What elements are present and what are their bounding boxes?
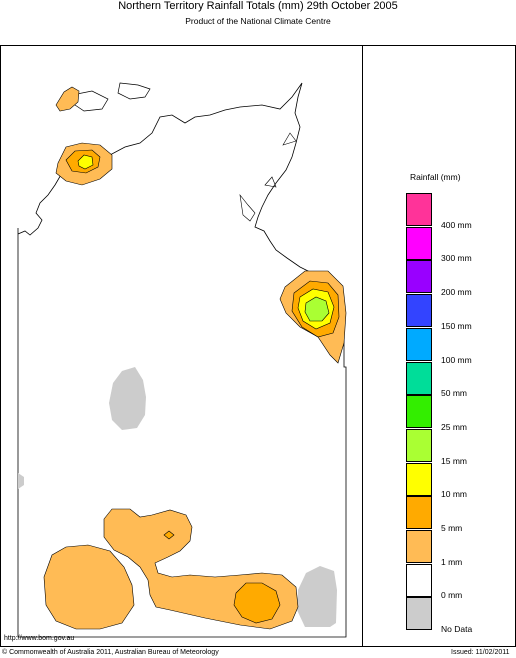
legend-title: Rainfall (mm) xyxy=(410,172,461,182)
rainfall-area-1mm xyxy=(43,544,135,630)
coastline-island xyxy=(117,82,151,100)
legend-label: 200 mm xyxy=(441,287,472,298)
legend-swatch xyxy=(406,226,432,260)
copyright-text: © Commonwealth of Australia 2011, Austra… xyxy=(2,649,219,656)
legend-swatch xyxy=(406,496,432,530)
legend-label: 15 mm xyxy=(441,455,467,466)
legend-swatch xyxy=(406,597,432,631)
issued-date: Issued: 11/02/2011 xyxy=(451,649,510,656)
legend-swatch xyxy=(406,395,432,429)
legend-label: 5 mm xyxy=(441,523,463,533)
legend-swatch xyxy=(406,428,432,462)
legend-swatch xyxy=(406,462,432,496)
no-data-area xyxy=(109,367,146,430)
legend-label: 25 mm xyxy=(441,421,467,432)
source-url[interactable]: http://www.bom.gov.au xyxy=(4,635,75,642)
legend-swatch xyxy=(406,260,432,294)
legend-label: 150 mm xyxy=(441,320,472,331)
coastline-detail xyxy=(239,132,297,222)
legend-label: 400 mm xyxy=(441,219,472,230)
legend-label: 50 mm xyxy=(441,388,467,399)
rainfall-area-5mm xyxy=(163,530,175,540)
legend-panel xyxy=(362,45,516,647)
legend-swatch xyxy=(406,294,432,328)
legend-swatch xyxy=(406,327,432,361)
rainfall-area-15mm xyxy=(304,296,330,322)
legend-label: 10 mm xyxy=(441,489,467,500)
legend-swatch xyxy=(406,530,432,563)
rainfall-area-1mm xyxy=(55,86,80,112)
rainfall-map xyxy=(17,82,347,638)
legend-label: 1 mm xyxy=(441,556,463,567)
legend-swatch xyxy=(406,361,432,395)
legend-label: 100 mm xyxy=(441,354,472,365)
map-subtitle: Product of the National Climate Centre xyxy=(185,16,331,26)
legend-swatch xyxy=(406,193,432,226)
no-data-area xyxy=(18,473,24,489)
legend-label: 300 mm xyxy=(441,253,472,264)
rainfall-area-5mm xyxy=(233,582,281,624)
rainfall-area-10mm xyxy=(77,154,94,170)
map-title: Northern Territory Rainfall Totals (mm) … xyxy=(118,0,398,12)
legend-swatch xyxy=(406,563,432,597)
legend-label: No Data xyxy=(441,624,473,635)
no-data-area xyxy=(297,566,337,627)
legend-label: 0 mm xyxy=(441,590,463,601)
